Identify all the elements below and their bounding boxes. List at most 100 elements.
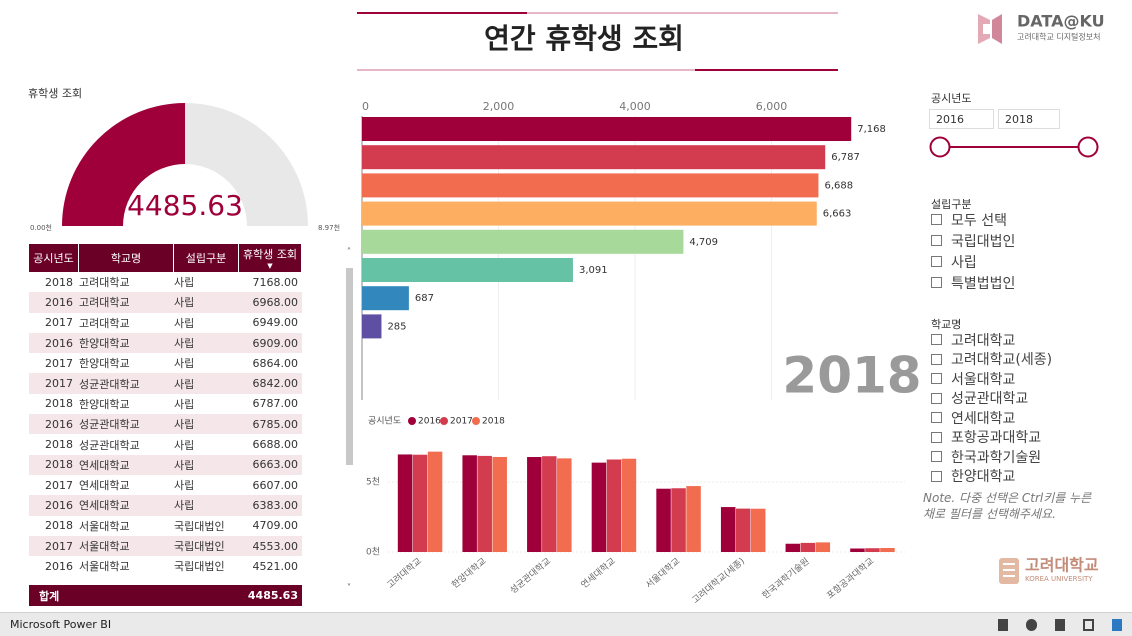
table-row: 2018 성균관대학교 사립 6688.00 bbox=[29, 434, 302, 454]
option-label: 모두 선택 bbox=[951, 212, 1007, 229]
slicer-option[interactable]: 한국과학기술원 bbox=[931, 447, 1041, 467]
bar bbox=[362, 258, 573, 282]
table-cell: 6968.00 bbox=[252, 295, 299, 309]
facebook-icon[interactable] bbox=[1054, 619, 1065, 631]
table-cell: 연세대학교 bbox=[79, 479, 130, 493]
table-cell: 사립 bbox=[174, 276, 195, 290]
slicer-option[interactable]: 포항공과대학교 bbox=[931, 428, 1041, 448]
table-cell: 4709.00 bbox=[252, 519, 299, 533]
slider-handle[interactable] bbox=[1077, 136, 1099, 158]
year-from-input[interactable]: 2016 bbox=[929, 109, 994, 129]
column-header[interactable]: 학교명 bbox=[79, 244, 174, 272]
legend-swatch bbox=[472, 417, 480, 425]
option-label: 특별법법인 bbox=[951, 275, 1016, 292]
legend-label: 2018 bbox=[482, 417, 505, 427]
checkbox[interactable] bbox=[931, 214, 942, 226]
bar bbox=[606, 459, 622, 552]
table-row: 2017 고려대학교 사립 6949.00 bbox=[29, 313, 302, 333]
table-cell: 국립대법인 bbox=[174, 519, 225, 533]
x-tick-label: 포항공과대학교 bbox=[825, 556, 876, 602]
table-cell: 사립 bbox=[174, 357, 195, 371]
table-cell: 6842.00 bbox=[252, 377, 299, 391]
table-cell: 한양대학교 bbox=[79, 397, 130, 411]
year-range-slider[interactable] bbox=[929, 132, 1109, 162]
table-cell: 성균관대학교 bbox=[79, 438, 140, 452]
option-label: 사립 bbox=[951, 254, 977, 271]
x-tick-label: 한양대학교 bbox=[450, 556, 489, 591]
checkbox[interactable] bbox=[931, 256, 942, 268]
legend-title: 공시년도 bbox=[368, 416, 401, 427]
slicer-option[interactable]: 모두 선택 bbox=[931, 210, 1007, 230]
option-label: 성균관대학교 bbox=[951, 391, 1029, 408]
checkbox[interactable] bbox=[931, 431, 942, 443]
bar-value-label: 6,787 bbox=[831, 152, 860, 163]
year-to-input[interactable]: 2018 bbox=[998, 109, 1060, 129]
bar bbox=[492, 456, 507, 552]
table-cell: 4553.00 bbox=[252, 539, 299, 553]
checkbox[interactable] bbox=[931, 412, 942, 424]
table-cell: 국립대법인 bbox=[174, 560, 225, 574]
svg-text:˄: ˄ bbox=[347, 248, 352, 258]
brand-name: 고려대학교 bbox=[1025, 556, 1099, 575]
checkbox[interactable] bbox=[931, 392, 942, 404]
twitter-icon[interactable] bbox=[1026, 619, 1037, 631]
bar bbox=[686, 486, 701, 552]
checkbox[interactable] bbox=[931, 277, 942, 289]
table-row: 2017 서울대학교 국립대법인 4553.00 bbox=[29, 535, 302, 557]
slicer-option[interactable]: 국립대법인 bbox=[931, 231, 1015, 251]
slicer-option[interactable]: 성균관대학교 bbox=[931, 389, 1028, 409]
dashboard-title: 연간 휴학생 조회 bbox=[484, 22, 684, 55]
bar bbox=[671, 488, 686, 552]
table-cell: 2016 bbox=[45, 417, 73, 431]
x-tick-label: 고려대학교 bbox=[385, 556, 424, 591]
table-cell: 고려대학교 bbox=[79, 316, 130, 330]
table-cell: 2016 bbox=[45, 559, 73, 573]
table-cell: 서울대학교 bbox=[79, 519, 130, 533]
linkedin-icon[interactable] bbox=[998, 619, 1009, 631]
bar bbox=[815, 542, 831, 552]
checkbox[interactable] bbox=[931, 470, 942, 482]
bar bbox=[785, 543, 801, 552]
slicer-option[interactable]: 특별법법인 bbox=[931, 273, 1015, 293]
table-row: 2018 고려대학교 사립 7168.00 bbox=[29, 272, 302, 292]
slicer-option[interactable]: 한양대학교 bbox=[931, 467, 1015, 487]
share-icons bbox=[998, 619, 1122, 631]
table-cell: 6787.00 bbox=[252, 397, 299, 411]
slicer-option[interactable]: 연세대학교 bbox=[931, 408, 1015, 428]
bar bbox=[865, 548, 880, 552]
column-header[interactable]: 설립구분 bbox=[174, 244, 239, 272]
bar bbox=[362, 286, 409, 311]
table-row: 2016 서울대학교 국립대법인 4521.00 bbox=[29, 556, 302, 576]
checkbox[interactable] bbox=[931, 373, 942, 385]
slider-handle[interactable] bbox=[929, 136, 951, 158]
fullscreen-icon[interactable] bbox=[1111, 619, 1122, 631]
table-cell: 2016 bbox=[45, 295, 73, 309]
column-header[interactable]: 휴학생 조회 ▼ bbox=[239, 244, 302, 272]
slicer-option[interactable]: 고려대학교(세종) bbox=[931, 350, 1052, 370]
table-cell: 사립 bbox=[174, 397, 195, 411]
footer-app-name: Microsoft Power BI bbox=[10, 618, 112, 631]
slicer-option[interactable]: 고려대학교 bbox=[931, 330, 1015, 350]
bar bbox=[412, 454, 428, 552]
checkbox[interactable] bbox=[931, 353, 942, 365]
checkbox[interactable] bbox=[931, 451, 942, 463]
column-header[interactable]: 공시년도 bbox=[29, 244, 79, 272]
table-cell: 2018 bbox=[45, 275, 73, 289]
legend-swatch bbox=[408, 417, 416, 425]
bar-value-label: 7,168 bbox=[857, 124, 886, 135]
table-row: 2017 성균관대학교 사립 6842.00 bbox=[29, 373, 302, 394]
table-cell: 6949.00 bbox=[252, 316, 299, 330]
korea-univ-logo bbox=[999, 558, 1019, 584]
table-cell: 2018 bbox=[45, 458, 73, 472]
brand-sub: KOREA UNIVERSITY bbox=[1025, 575, 1093, 583]
bar-value-label: 687 bbox=[415, 293, 434, 304]
option-label: 국립대법인 bbox=[951, 233, 1016, 250]
share-icon[interactable] bbox=[1082, 619, 1094, 631]
checkbox[interactable] bbox=[931, 334, 942, 346]
checkbox[interactable] bbox=[931, 235, 942, 247]
option-label: 한양대학교 bbox=[951, 469, 1016, 486]
slicer-option[interactable]: 서울대학교 bbox=[931, 369, 1015, 389]
table-cell: 6663.00 bbox=[252, 458, 299, 472]
option-label: 연세대학교 bbox=[951, 410, 1016, 427]
slicer-option[interactable]: 사립 bbox=[931, 252, 977, 272]
